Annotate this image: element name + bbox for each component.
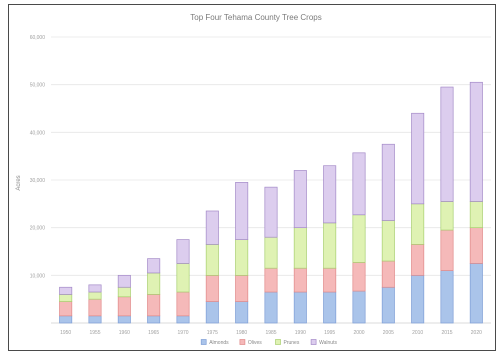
bar-segment-walnuts — [293, 170, 307, 229]
bar-segment-olives — [293, 267, 307, 293]
chart-title: Top Four Tehama County Tree Crops — [190, 13, 321, 22]
x-tick-label: 1995 — [324, 330, 335, 336]
bar-segment-walnuts — [235, 182, 249, 240]
bar-segment-olives — [469, 227, 483, 264]
y-tick-label: 60,000 — [30, 35, 46, 41]
x-tick-label: 1965 — [148, 330, 159, 336]
y-tick-label: 50,000 — [30, 83, 46, 89]
bar-segment-prunes — [88, 291, 102, 300]
bar-segment-almonds — [469, 263, 483, 324]
bar-segment-prunes — [205, 244, 219, 276]
bar-segment-walnuts — [88, 284, 102, 293]
bar-segment-almonds — [88, 315, 102, 324]
chart-frame: Top Four Tehama County Tree Crops Acres … — [8, 4, 496, 351]
y-tick-label: 40,000 — [30, 130, 46, 136]
bar-segment-olives — [205, 274, 219, 302]
x-tick-label: 2005 — [383, 330, 394, 336]
legend-swatch-prunes — [275, 339, 281, 345]
bar-segment-walnuts — [205, 210, 219, 245]
bar-segment-almonds — [323, 291, 337, 324]
bar-segment-almonds — [411, 274, 425, 324]
stacked-bar-chart: Top Four Tehama County Tree Crops Acres … — [16, 13, 491, 346]
bar-segment-walnuts — [323, 165, 337, 224]
bar-segment-almonds — [264, 291, 278, 324]
x-tick-label: 2020 — [471, 330, 482, 336]
bar-segment-almonds — [440, 270, 454, 324]
bar-segment-almonds — [381, 286, 395, 324]
x-tick-label: 1950 — [60, 330, 71, 336]
bar-segment-almonds — [293, 291, 307, 324]
bar-segment-prunes — [469, 201, 483, 229]
x-tick-label: 2015 — [441, 330, 452, 336]
bar-segment-olives — [88, 298, 102, 317]
bar-segment-olives — [381, 260, 395, 288]
bar-segment-walnuts — [381, 143, 395, 221]
legend-swatch-almonds — [200, 339, 207, 345]
bar-segment-walnuts — [440, 86, 454, 202]
bar-segment-prunes — [117, 286, 131, 298]
x-tick-label: 1955 — [89, 330, 100, 336]
bar-segment-walnuts — [264, 186, 278, 238]
bar-segment-walnuts — [117, 274, 131, 288]
bar-segment-walnuts — [352, 152, 366, 216]
bar-segment-prunes — [176, 263, 190, 293]
bar-segment-almonds — [352, 290, 366, 324]
bar-segment-prunes — [264, 236, 278, 269]
bar-segment-prunes — [381, 220, 395, 262]
bar-segment-olives — [147, 294, 161, 317]
bar-segment-almonds — [147, 315, 161, 324]
bar-segment-olives — [411, 244, 425, 276]
bar-segment-olives — [176, 291, 190, 317]
x-tick-label: 1980 — [236, 330, 247, 336]
bar-segment-prunes — [235, 239, 249, 276]
legend-label-prunes: Prunes — [284, 340, 300, 346]
bar-segment-almonds — [176, 315, 190, 324]
bar-segment-prunes — [147, 272, 161, 295]
bar-segment-olives — [323, 267, 337, 293]
bar-segment-prunes — [323, 222, 337, 269]
bar-segment-olives — [59, 301, 73, 317]
x-tick-label: 1960 — [119, 330, 130, 336]
x-tick-label: 1990 — [295, 330, 306, 336]
y-axis-label: Acres — [16, 175, 22, 190]
y-tick-label: 30,000 — [30, 178, 46, 184]
x-tick-label: 1975 — [207, 330, 218, 336]
bar-segment-almonds — [235, 301, 249, 324]
x-tick-label: 2000 — [353, 330, 364, 336]
bar-segment-almonds — [205, 301, 219, 324]
x-axis-ticks: 1950 1955 1960 1965 1970 1975 1980 1985 1990 1995… — [60, 330, 482, 336]
y-tick-label: 20,000 — [30, 226, 46, 232]
bar-segment-walnuts — [59, 286, 73, 295]
bar-segment-olives — [117, 296, 131, 317]
bar-segment-prunes — [440, 201, 454, 231]
y-tick-label: 10,000 — [30, 273, 46, 279]
bar-segment-prunes — [59, 294, 73, 302]
bars — [59, 81, 483, 324]
legend-label-almonds: Almonds — [209, 340, 229, 346]
x-tick-label: 2010 — [412, 330, 423, 336]
x-tick-label: 1970 — [177, 330, 188, 336]
bar-segment-almonds — [59, 315, 73, 324]
bar-segment-almonds — [117, 315, 131, 324]
y-axis-ticks: 10,000 20,000 30,000 40,000 50,000 60,000 — [30, 35, 46, 279]
bar-segment-walnuts — [176, 239, 190, 264]
legend-swatch-olives — [239, 339, 246, 345]
bar-segment-olives — [264, 267, 278, 293]
bar-segment-olives — [235, 274, 249, 302]
bar-segment-walnuts — [147, 258, 161, 274]
bar-segment-prunes — [293, 227, 307, 269]
bar-segment-walnuts — [411, 112, 425, 205]
x-tick-label: 1985 — [265, 330, 276, 336]
bar-segment-olives — [440, 229, 454, 271]
legend-swatch-walnuts — [310, 339, 317, 345]
legend-label-olives: Olives — [248, 340, 262, 346]
legend: Almonds Olives Prunes Walnuts — [200, 339, 337, 346]
bar-segment-olives — [352, 262, 366, 292]
bar-segment-walnuts — [469, 81, 483, 202]
bar-segment-prunes — [352, 214, 366, 263]
bar-segment-prunes — [411, 203, 425, 245]
legend-label-walnuts: Walnuts — [319, 340, 337, 346]
